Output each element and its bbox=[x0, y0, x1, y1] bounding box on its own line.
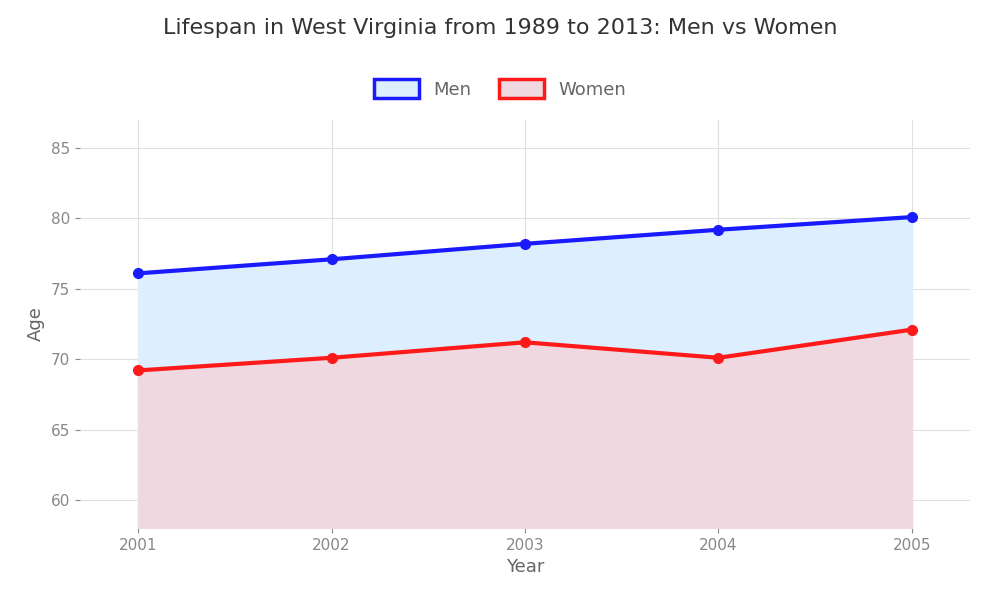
Y-axis label: Age: Age bbox=[27, 307, 45, 341]
X-axis label: Year: Year bbox=[506, 558, 544, 576]
Text: Lifespan in West Virginia from 1989 to 2013: Men vs Women: Lifespan in West Virginia from 1989 to 2… bbox=[163, 18, 837, 38]
Legend: Men, Women: Men, Women bbox=[367, 72, 633, 106]
